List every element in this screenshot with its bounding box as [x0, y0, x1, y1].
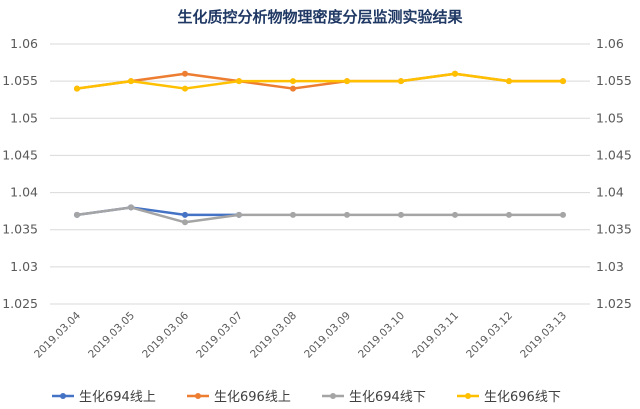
legend-item: 生化694线下	[322, 390, 426, 405]
legend-swatch-marker	[330, 393, 336, 399]
x-tick-label: 2019.03.07	[194, 310, 245, 361]
data-point	[506, 78, 512, 85]
legend: 生化694线上 生化696线上 生化694线下 生化696线下	[52, 390, 561, 405]
data-point	[560, 211, 566, 218]
y-tick-label-right: 1.05	[596, 110, 624, 125]
series-line	[76, 206, 563, 224]
x-tick-label: 2019.03.04	[32, 309, 83, 360]
chart-title: 生化质控分析物物理密度分层监测实验结果	[177, 8, 463, 26]
y-tick-label-left: 1.04	[10, 185, 38, 200]
data-point	[182, 211, 188, 218]
legend-swatch-marker	[60, 393, 66, 399]
series-lines	[74, 70, 566, 226]
legend-label: 生化694线下	[349, 390, 426, 405]
y-tick-label-right: 1.055	[596, 73, 632, 88]
data-point	[290, 211, 296, 218]
series-2	[74, 204, 566, 226]
data-point	[290, 78, 296, 85]
legend-swatch-marker	[195, 393, 201, 399]
y-tick-label-right: 1.025	[596, 296, 632, 311]
data-point	[344, 78, 350, 85]
x-tick-label: 2019.03.05	[86, 310, 137, 361]
data-point	[74, 211, 80, 218]
x-tick-label: 2019.03.11	[410, 310, 461, 361]
series-3	[74, 70, 566, 92]
data-point	[236, 211, 242, 218]
data-point	[398, 78, 404, 85]
x-tick-label: 2019.03.08	[248, 310, 299, 361]
data-point	[128, 204, 134, 211]
data-point	[182, 219, 188, 226]
legend-item: 生化694线上	[52, 390, 156, 405]
x-tick-label: 2019.03.13	[518, 310, 569, 361]
y-tick-label-left: 1.055	[2, 73, 38, 88]
y-axis-left: 1.025 1.03 1.035 1.04 1.045 1.05 1.055 1.06	[2, 36, 38, 311]
x-tick-label: 2019.03.10	[356, 310, 407, 361]
legend-label: 生化696线上	[214, 390, 291, 405]
y-tick-label-right: 1.04	[596, 185, 624, 200]
data-point	[398, 211, 404, 218]
data-point	[74, 85, 80, 92]
data-point	[182, 85, 188, 92]
x-axis: 2019.03.04 2019.03.05 2019.03.06 2019.03.07…	[32, 309, 569, 360]
y-tick-label-right: 1.035	[596, 222, 632, 237]
x-tick-label: 2019.03.12	[464, 310, 515, 361]
legend-item: 生化696线上	[187, 390, 291, 405]
data-point	[506, 211, 512, 218]
legend-item: 生化696线下	[457, 390, 561, 405]
x-tick-label: 2019.03.09	[302, 310, 353, 361]
data-point	[344, 211, 350, 218]
legend-label: 生化694线上	[79, 390, 156, 405]
y-tick-label-right: 1.03	[596, 259, 624, 274]
data-point	[452, 211, 458, 218]
data-point	[452, 70, 458, 77]
data-point	[182, 70, 188, 77]
y-tick-label-left: 1.045	[2, 147, 38, 162]
y-tick-label-left: 1.03	[10, 259, 38, 274]
y-tick-label-right: 1.045	[596, 147, 632, 162]
y-tick-label-right: 1.06	[596, 36, 624, 51]
series-line	[76, 72, 563, 90]
y-tick-label-left: 1.035	[2, 222, 38, 237]
data-point	[236, 78, 242, 85]
y-tick-label-left: 1.06	[10, 36, 38, 51]
data-point	[290, 85, 296, 92]
legend-label: 生化696线下	[484, 390, 561, 405]
data-point	[560, 78, 566, 85]
y-tick-label-left: 1.025	[2, 296, 38, 311]
x-tick-label: 2019.03.06	[140, 309, 191, 360]
y-tick-label-left: 1.05	[10, 110, 38, 125]
legend-swatch-marker	[465, 393, 471, 399]
data-point	[128, 78, 134, 85]
y-axis-right: 1.025 1.03 1.035 1.04 1.045 1.05 1.055 1.06	[596, 36, 632, 311]
